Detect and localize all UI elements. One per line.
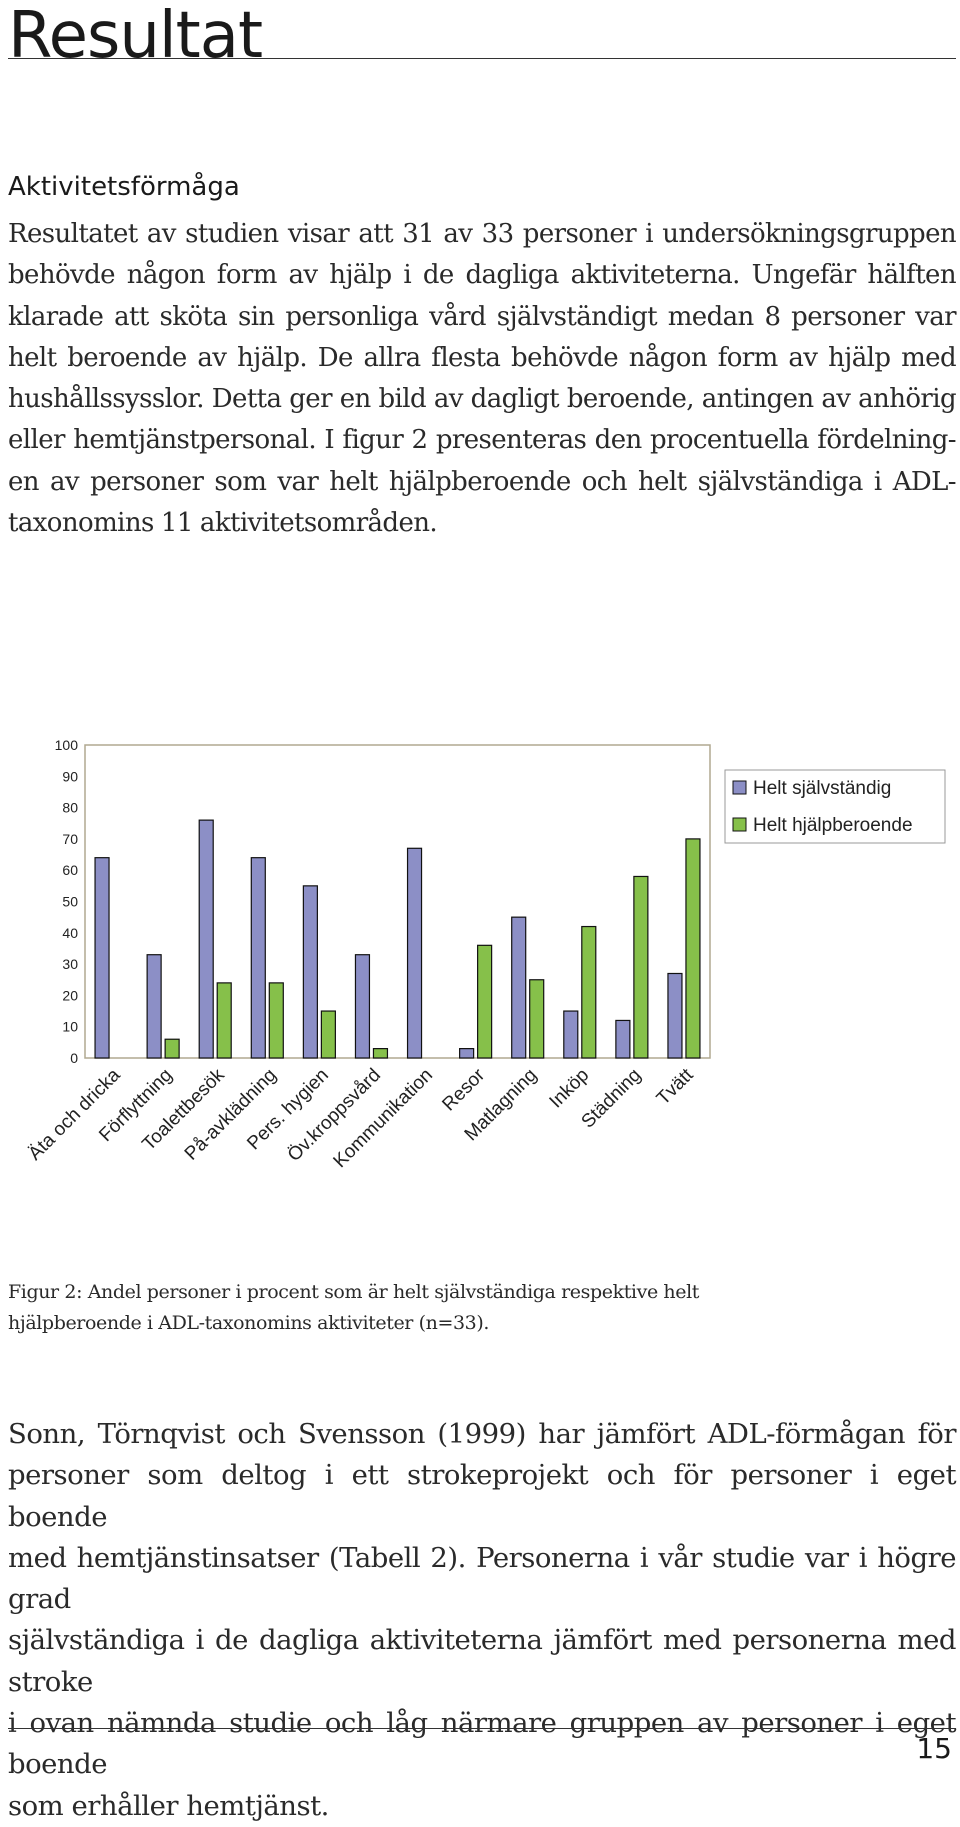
bar-helt-sjalvstandig (406, 847, 423, 1059)
paragraph-line: hushållssysslor. Detta ger en bild av da… (8, 384, 957, 415)
bar-helt-sjalvstandig (511, 916, 527, 1059)
bar-helt-hjalpberoende (477, 944, 493, 1059)
y-tick-label: 50 (62, 894, 78, 910)
paragraph-line: Resultatet av studien visar att 31 av 33… (8, 219, 957, 249)
paragraph-line: eller hemtjänstpersonal. I figur 2 prese… (8, 425, 957, 456)
y-tick-label: 60 (62, 862, 78, 878)
paragraph-line: helt beroende av hjälp. De allra flesta … (8, 342, 957, 373)
legend-box (724, 769, 946, 844)
figure-caption: Figur 2: Andel personer i procent som är… (8, 1277, 728, 1339)
bar-helt-sjalvstandig (354, 954, 371, 1059)
x-category-label: Resor (438, 1064, 489, 1115)
bar-helt-sjalvstandig (250, 857, 266, 1059)
bar-helt-sjalvstandig (198, 819, 214, 1059)
paragraph-line: klarade att sköta sin personliga vård sj… (8, 301, 957, 332)
paragraph-line: en av personer som var helt hjälpberoend… (8, 466, 957, 497)
page-title: Resultat (8, 0, 263, 73)
paragraph-line: i ovan nämnda studie och låg närmare gru… (8, 1707, 957, 1781)
footer-rule (8, 1728, 956, 1729)
bar-helt-sjalvstandig (94, 857, 110, 1059)
intro-paragraph: Resultatet av studien visar att 31 av 33… (8, 214, 957, 544)
bar-helt-hjalpberoende (529, 979, 545, 1059)
chart-x-labels: Äta och drickaFörflyttningToalettbesökPå… (25, 1064, 698, 1172)
y-tick-label: 70 (62, 831, 78, 847)
x-category-label: Öv.kroppsvård (284, 1065, 385, 1166)
adl-bar-chart: 0 10 20 30 40 50 60 70 80 90 100 Äta och drickaFör… (25, 737, 946, 1172)
legend-label: Helt hjälpberoende (753, 815, 913, 836)
section-heading: Aktivitetsförmåga (8, 172, 240, 202)
x-category-label: Tvätt (653, 1064, 698, 1109)
bar-helt-hjalpberoende (164, 1038, 180, 1059)
bar-helt-sjalvstandig (302, 885, 318, 1059)
paragraph-line: Sonn, Törnqvist och Svensson (1999) har … (8, 1418, 957, 1450)
y-tick-label: 30 (62, 956, 78, 972)
bar-helt-sjalvstandig (667, 972, 683, 1059)
y-tick-label: 20 (62, 987, 78, 1003)
bar-helt-hjalpberoende (581, 925, 597, 1059)
chart-bars (94, 819, 701, 1059)
legend-swatch-hjalpberoende (732, 817, 747, 832)
bar-helt-sjalvstandig (146, 954, 162, 1059)
legend-label: Helt självständig (753, 778, 891, 799)
caption-line: hjälpberoende i ADL-taxonomins aktivitet… (8, 1312, 490, 1334)
bar-helt-hjalpberoende (216, 982, 232, 1059)
bar-helt-hjalpberoende (320, 1010, 336, 1059)
paragraph-line: med hemtjänstinsatser (Tabell 2). Person… (8, 1541, 957, 1616)
y-tick-label: 80 (62, 800, 78, 816)
x-category-label: Inköp (546, 1065, 594, 1113)
title-rule (8, 58, 956, 59)
y-tick-label: 10 (62, 1019, 78, 1035)
chart-legend: Helt självständig Helt hjälpberoende (724, 769, 946, 844)
y-tick-label: 0 (70, 1050, 78, 1066)
y-tick-label: 90 (62, 768, 78, 784)
bar-helt-hjalpberoende (685, 838, 701, 1059)
paragraph-line: behövde någon form av hjälp i de dagliga… (8, 260, 957, 291)
paragraph-line: personer som deltog i ett strokeprojekt … (8, 1459, 957, 1533)
legend-swatch-sjalvstandig (732, 780, 747, 795)
y-tick-label: 100 (55, 737, 79, 753)
caption-line: Figur 2: Andel personer i procent som är… (8, 1281, 700, 1303)
bar-helt-hjalpberoende (372, 1048, 389, 1059)
page-number: 15 (916, 1732, 952, 1765)
paragraph-line: som erhåller hemtjänst. (8, 1789, 329, 1822)
plot-area (84, 744, 711, 1059)
bar-helt-sjalvstandig (563, 1010, 579, 1059)
bar-helt-hjalpberoende (268, 982, 284, 1059)
x-category-label: På-avklädning (181, 1065, 281, 1165)
paragraph-line: självständiga i de dagliga aktiviteterna… (8, 1624, 957, 1698)
bar-helt-hjalpberoende (633, 875, 649, 1059)
x-category-label: Äta och dricka (25, 1064, 125, 1164)
bar-helt-sjalvstandig (615, 1019, 631, 1059)
paragraph-line: taxonomins 11 aktivitetsområden. (8, 508, 438, 539)
chart-axes: 0 10 20 30 40 50 60 70 80 90 100 (55, 737, 711, 1066)
comparison-paragraph: Sonn, Törnqvist och Svensson (1999) har … (8, 1414, 957, 1827)
y-tick-label: 40 (62, 925, 78, 941)
bar-helt-sjalvstandig (459, 1048, 475, 1059)
